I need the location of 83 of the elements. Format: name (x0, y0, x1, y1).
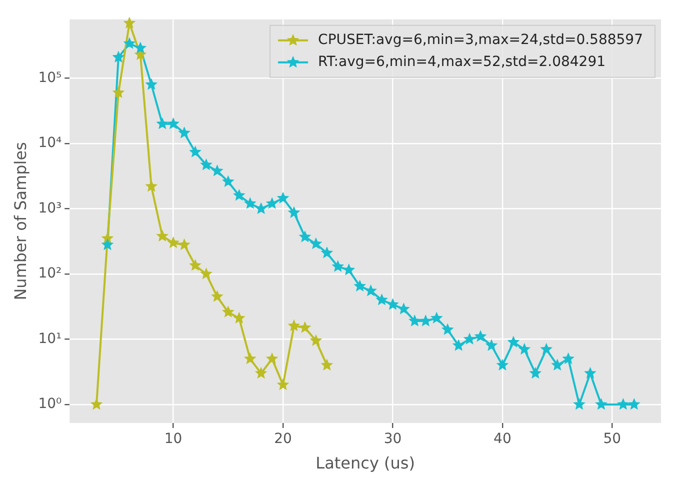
x-axis-title: Latency (us) (316, 454, 415, 473)
point (298, 321, 312, 334)
point (616, 398, 630, 410)
point (540, 342, 553, 355)
point (529, 366, 542, 379)
x-tick-label: 20 (274, 431, 292, 448)
point (573, 398, 586, 410)
point (364, 284, 377, 296)
y-tick-label: 10⁴ (38, 135, 62, 152)
point (288, 206, 300, 218)
point (376, 293, 388, 306)
x-tick-label: 10 (164, 431, 182, 448)
point (244, 352, 256, 364)
point (156, 230, 169, 242)
point (244, 197, 256, 209)
point (123, 37, 136, 49)
legend-label: RT:avg=6,min=4,max=52,std=2.084291 (318, 54, 606, 70)
point (419, 314, 432, 326)
point (145, 78, 158, 90)
point (200, 158, 212, 170)
point (134, 42, 147, 54)
point (310, 334, 322, 346)
point (507, 336, 520, 348)
point (310, 237, 322, 250)
point (211, 164, 224, 176)
legend-label: CPUSET:avg=6,min=3,max=24,std=0.588597 (318, 32, 643, 48)
point (320, 358, 334, 370)
point (628, 398, 640, 410)
point (222, 175, 234, 187)
point (474, 330, 487, 342)
point (276, 192, 290, 204)
point (90, 398, 103, 410)
point (408, 314, 421, 326)
point (254, 366, 268, 379)
point (441, 323, 454, 335)
y-tick-label: 10² (38, 266, 62, 282)
x-tick-label: 50 (603, 431, 622, 448)
point (167, 236, 180, 248)
point (112, 50, 125, 63)
point (145, 180, 158, 192)
point (584, 366, 596, 379)
point (232, 188, 246, 201)
point (276, 378, 290, 390)
point (496, 358, 509, 370)
x-tick-label: 30 (384, 431, 402, 448)
y-tick-label: 10¹ (38, 330, 62, 347)
point (332, 260, 344, 272)
point (101, 238, 114, 250)
point (430, 312, 443, 324)
point (200, 268, 212, 280)
y-axis-title: Number of Samples (10, 142, 30, 300)
point (222, 306, 234, 318)
point (178, 238, 190, 250)
point (123, 16, 136, 28)
point (254, 202, 268, 214)
point (518, 342, 531, 355)
point (398, 302, 410, 314)
y-tick-label: 10⁵ (38, 70, 62, 86)
point (386, 298, 399, 310)
x-tick-label: 40 (494, 431, 512, 448)
point (595, 398, 608, 410)
point (178, 126, 190, 138)
point (551, 358, 564, 370)
point (485, 339, 498, 351)
point (211, 290, 224, 302)
point (288, 319, 300, 332)
point (562, 352, 574, 364)
point (452, 339, 465, 351)
point (167, 117, 180, 130)
point (298, 230, 312, 242)
y-tick-label: 10⁰ (38, 396, 62, 412)
point (189, 146, 202, 158)
point (156, 117, 169, 130)
point (266, 352, 278, 364)
point (463, 332, 476, 344)
y-tick-label: 10³ (38, 200, 62, 216)
point (342, 264, 356, 276)
point (189, 259, 202, 271)
point (112, 86, 125, 98)
point (320, 246, 334, 258)
point (266, 197, 278, 209)
point (354, 280, 366, 292)
point (232, 312, 246, 324)
